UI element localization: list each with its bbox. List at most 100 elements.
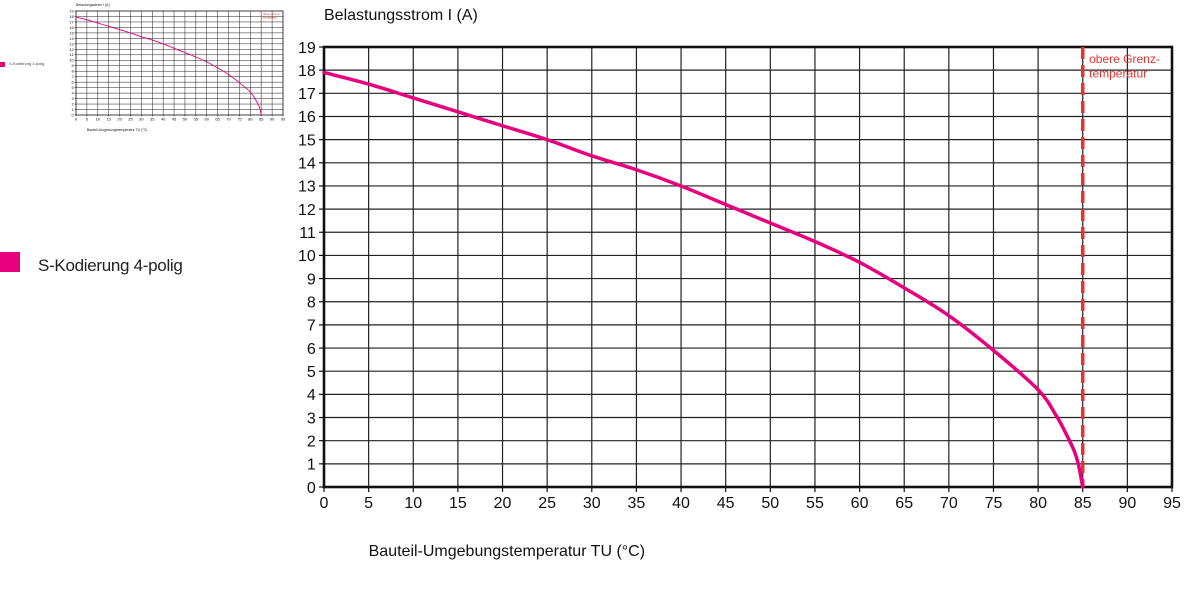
y-tick-label: 15: [298, 132, 316, 149]
thumbnail-svg: 0 5 10 15 20 25 30 35 40 45 50 55 60 65 70 75 80 85 90 9501…: [69, 3, 286, 132]
limit-annotation-line1: obere Grenz-: [1089, 52, 1160, 66]
y-tick-label: 9: [307, 271, 316, 288]
y-tick-label: 8: [71, 69, 74, 74]
x-tick-label: 0: [75, 117, 78, 122]
y-tick-label: 0: [307, 480, 316, 497]
y-tick-label: 8: [307, 294, 316, 311]
y-tick-label: 19: [69, 8, 74, 13]
y-tick-label: 11: [70, 52, 75, 57]
y-tick-label: 18: [69, 14, 74, 19]
y-tick-label: 2: [307, 433, 316, 450]
x-tick-label: 40: [672, 495, 690, 512]
y-tick-label: 9: [71, 63, 74, 68]
y-tick-label: 16: [298, 109, 316, 126]
y-tick-label: 12: [298, 202, 316, 219]
y-tick-label: 18: [298, 63, 316, 80]
legend-label: S-Kodierung 4-polig: [38, 256, 183, 275]
y-tick-label: 19: [298, 40, 316, 57]
x-tick-label: 85: [259, 117, 264, 122]
y-axis-label: Belastungsstrom I (A): [324, 7, 478, 24]
y-tick-label: 5: [71, 85, 74, 90]
y-tick-label: 14: [298, 156, 316, 173]
x-tick-label: 55: [194, 117, 199, 122]
y-tick-label: 4: [71, 91, 74, 96]
x-tick-label: 30: [583, 495, 601, 512]
x-tick-label: 20: [117, 117, 122, 122]
y-tick-label: 17: [69, 19, 74, 24]
y-tick-label: 6: [71, 80, 74, 85]
series-line: [322, 70, 1085, 489]
y-tick-label: 13: [298, 179, 316, 196]
x-tick-label: 20: [494, 495, 512, 512]
y-tick-label: 10: [298, 248, 316, 265]
x-tick-label: 85: [1074, 495, 1092, 512]
x-tick-label: 35: [628, 495, 646, 512]
x-tick-label: 95: [1163, 495, 1181, 512]
y-tick-label: 6: [307, 341, 316, 358]
x-tick-label: 65: [215, 117, 220, 122]
limit-annotation-line2: temperatur: [263, 16, 278, 20]
x-axis-label: Bauteil-Umgebungstemperatur TU (°C): [369, 543, 645, 560]
y-tick-label: 16: [69, 25, 74, 30]
x-tick-label: 90: [270, 117, 275, 122]
y-tick-label: 15: [69, 30, 74, 35]
x-tick-label: 70: [226, 117, 231, 122]
y-tick-label: 13: [69, 41, 74, 46]
y-tick-label: 10: [69, 58, 74, 63]
y-tick-label: 3: [307, 410, 316, 427]
x-tick-label: 15: [449, 495, 467, 512]
thumbnail-legend-label: S-Kodierung 4-polig: [9, 61, 45, 66]
x-tick-label: 75: [985, 495, 1003, 512]
limit-annotation-line1: obere Grenz-: [263, 12, 281, 16]
y-tick-label: 11: [299, 225, 316, 242]
y-tick-label: 1: [307, 457, 316, 474]
y-axis-label: Belastungsstrom I (A): [76, 3, 110, 7]
x-tick-label: 60: [205, 117, 210, 122]
plot-frame: [322, 45, 1174, 489]
y-tick-label: 2: [71, 101, 74, 106]
x-tick-label: 10: [404, 495, 422, 512]
y-tick-label: 5: [307, 364, 316, 381]
x-tick-label: 95: [281, 117, 286, 122]
x-tick-label: 65: [895, 495, 913, 512]
y-tick-label: 12: [69, 47, 74, 52]
series-line: [75, 16, 262, 116]
x-tick-label: 25: [538, 495, 556, 512]
x-tick-label: 45: [172, 117, 177, 122]
x-tick-label: 35: [150, 117, 155, 122]
limit-annotation-line2: temperatur: [1089, 66, 1147, 80]
chart-thumbnail: 0 5 10 15 20 25 30 35 40 45 50 55 60 65 70 75 80 85 90 95 0 1…: [0, 0, 300, 140]
x-tick-label: 80: [248, 117, 253, 122]
y-tick-label: 7: [307, 318, 316, 335]
x-tick-label: 70: [940, 495, 958, 512]
x-tick-label: 15: [106, 117, 111, 122]
y-tick-label: 14: [69, 36, 74, 41]
y-tick-label: 0: [71, 112, 74, 117]
x-tick-label: 5: [364, 495, 373, 512]
x-tick-label: 50: [183, 117, 188, 122]
x-tick-label: 25: [128, 117, 133, 122]
x-tick-label: 0: [320, 495, 329, 512]
x-tick-label: 55: [806, 495, 824, 512]
x-tick-label: 10: [96, 117, 101, 122]
x-tick-label: 30: [139, 117, 144, 122]
x-tick-label: 80: [1029, 495, 1047, 512]
x-tick-label: 5: [86, 117, 89, 122]
y-tick-label: 4: [307, 387, 316, 404]
x-axis-label: Bauteil-Umgebungstemperatur TU (°C): [87, 128, 147, 132]
y-tick-label: 1: [71, 107, 74, 112]
x-tick-label: 45: [717, 495, 735, 512]
y-tick-label: 17: [298, 86, 316, 103]
y-tick-label: 3: [71, 96, 74, 101]
thumbnail-legend-swatch: [0, 62, 5, 67]
legend-swatch: [0, 252, 20, 272]
x-tick-label: 40: [161, 117, 166, 122]
x-tick-label: 75: [237, 117, 242, 122]
x-tick-label: 50: [761, 495, 779, 512]
x-tick-label: 60: [851, 495, 869, 512]
x-tick-label: 90: [1118, 495, 1136, 512]
y-tick-label: 7: [71, 74, 74, 79]
plot-frame: [75, 10, 284, 116]
